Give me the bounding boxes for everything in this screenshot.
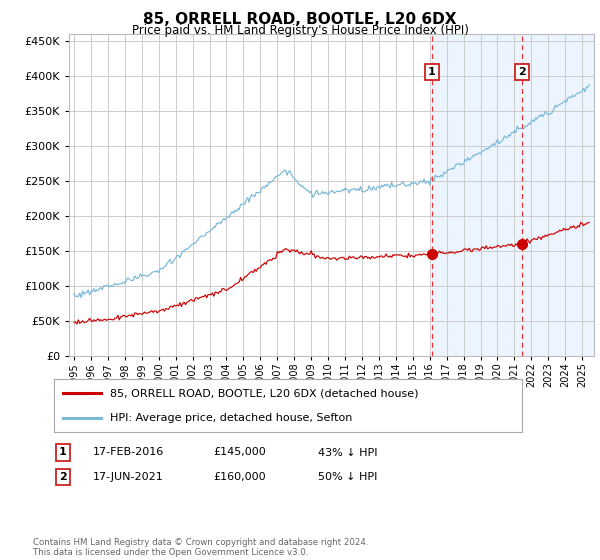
Text: 43% ↓ HPI: 43% ↓ HPI [318, 447, 377, 458]
Text: £160,000: £160,000 [213, 472, 266, 482]
Text: Price paid vs. HM Land Registry's House Price Index (HPI): Price paid vs. HM Land Registry's House … [131, 24, 469, 37]
Text: 85, ORRELL ROAD, BOOTLE, L20 6DX: 85, ORRELL ROAD, BOOTLE, L20 6DX [143, 12, 457, 27]
Text: HPI: Average price, detached house, Sefton: HPI: Average price, detached house, Seft… [110, 413, 353, 423]
Text: 85, ORRELL ROAD, BOOTLE, L20 6DX (detached house): 85, ORRELL ROAD, BOOTLE, L20 6DX (detach… [110, 389, 419, 399]
Text: 17-JUN-2021: 17-JUN-2021 [93, 472, 164, 482]
Text: 1: 1 [428, 67, 436, 77]
Bar [432, 34, 594, 356]
Text: Contains HM Land Registry data © Crown copyright and database right 2024.
This d: Contains HM Land Registry data © Crown c… [33, 538, 368, 557]
Text: 2: 2 [518, 67, 526, 77]
Text: 17-FEB-2016: 17-FEB-2016 [93, 447, 164, 458]
Text: £145,000: £145,000 [213, 447, 266, 458]
Text: 2: 2 [59, 472, 67, 482]
Text: 50% ↓ HPI: 50% ↓ HPI [318, 472, 377, 482]
Text: 1: 1 [59, 447, 67, 458]
